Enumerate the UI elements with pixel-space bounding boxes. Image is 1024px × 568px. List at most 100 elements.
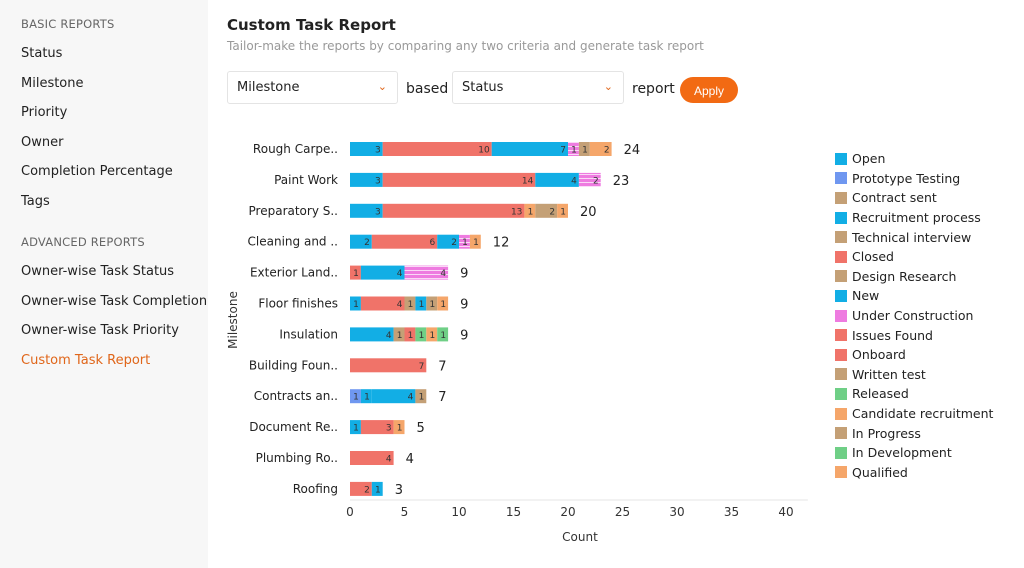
legend-swatch <box>835 387 847 400</box>
segment-label: 1 <box>582 146 588 156</box>
category-label: Insulation <box>279 327 338 341</box>
legend-item[interactable]: Open <box>835 149 993 169</box>
legend-label: Open <box>852 151 886 167</box>
bar-segment-under-construction <box>404 265 449 280</box>
bar-segment-closed <box>404 327 416 342</box>
segment-label: 1 <box>440 331 446 341</box>
segment-label: 1 <box>397 331 403 341</box>
legend-swatch <box>835 191 847 204</box>
sidebar-item-owner-wise-task-completion[interactable]: Owner-wise Task Completion <box>21 293 208 309</box>
bar-segment-closed <box>382 142 492 156</box>
total-label: 7 <box>438 359 446 374</box>
sidebar-item-milestone[interactable]: Milestone <box>21 75 84 91</box>
legend-swatch <box>835 446 847 459</box>
legend-item[interactable]: Design Research <box>835 267 993 287</box>
legend-item[interactable]: Prototype Testing <box>835 169 993 189</box>
legend-label: Issues Found <box>852 327 933 343</box>
bar-segment-new <box>535 172 579 187</box>
sidebar-item-owner-wise-task-priority[interactable]: Owner-wise Task Priority <box>21 323 179 339</box>
segment-label: 3 <box>375 146 381 156</box>
bar-segment-qualified <box>524 203 536 218</box>
legend-label: New <box>852 288 880 304</box>
bar-segment-prototype-testing <box>350 389 361 404</box>
legend-item[interactable]: Technical interview <box>835 227 993 247</box>
legend-item[interactable]: In Development <box>835 443 993 463</box>
legend-label: Contract sent <box>852 190 937 206</box>
legend-label: Candidate recruitment <box>852 406 994 422</box>
segment-label: 1 <box>375 485 381 495</box>
criteria2-select[interactable]: Status ⌄ <box>452 71 624 104</box>
total-label: 20 <box>580 205 597 220</box>
y-axis-label: Milestone <box>226 291 240 349</box>
chevron-down-icon: ⌄ <box>377 80 387 93</box>
x-tick-label: 40 <box>778 505 793 519</box>
segment-label: 1 <box>408 300 414 310</box>
segment-label: 6 <box>429 238 435 248</box>
sidebar-item-custom-task-report[interactable]: Custom Task Report <box>21 352 151 368</box>
segment-label: 13 <box>511 207 522 217</box>
bar-segment-open <box>371 481 383 496</box>
segment-label: 1 <box>560 207 566 217</box>
bar-segment-candidate-recruitment <box>557 203 568 218</box>
segment-label: 2 <box>451 238 457 248</box>
segment-label: 4 <box>386 455 392 465</box>
legend-item[interactable]: Recruitment process <box>835 208 993 228</box>
legend-item[interactable]: Contract sent <box>835 188 993 208</box>
total-label: 23 <box>613 174 630 189</box>
sidebar-item-owner[interactable]: Owner <box>21 134 64 150</box>
segment-label: 4 <box>397 300 403 310</box>
legend-item[interactable]: Under Construction <box>835 306 993 326</box>
legend-item[interactable]: In Progress <box>835 423 993 443</box>
bar-segment-closed <box>360 420 394 435</box>
category-label: Contracts an.. <box>254 389 338 403</box>
legend-item[interactable]: Onboard <box>835 345 993 365</box>
segment-label: 7 <box>560 146 566 156</box>
sidebar-item-owner-wise-task-status[interactable]: Owner-wise Task Status <box>21 264 175 279</box>
bar-segment-closed <box>382 172 536 187</box>
legend-label: Closed <box>852 249 894 265</box>
bar-segment-qualified <box>469 234 481 249</box>
segment-label: 1 <box>408 331 414 341</box>
sidebar-item-completion-percentage[interactable]: Completion Percentage <box>21 164 173 180</box>
sidebar-item-priority[interactable]: Priority <box>21 105 68 121</box>
legend-item[interactable]: Candidate recruitment <box>835 404 993 424</box>
legend-item[interactable]: Released <box>835 384 993 404</box>
legend-swatch <box>835 231 847 244</box>
segment-label: 1 <box>419 393 425 403</box>
segment-label: 1 <box>462 238 468 248</box>
bar-segment-open <box>350 172 383 187</box>
bar-segment-open <box>350 234 372 249</box>
legend-swatch <box>835 329 847 342</box>
x-tick-label: 35 <box>724 505 739 519</box>
legend-item[interactable]: Closed <box>835 247 993 267</box>
bar-segment-qualified <box>589 142 612 156</box>
bar-segment-in-progress <box>535 203 558 218</box>
bar-segment-closed <box>360 296 405 311</box>
total-label: 9 <box>460 267 468 282</box>
apply-button[interactable]: Apply <box>680 77 738 103</box>
legend-item[interactable]: Issues Found <box>835 325 993 345</box>
x-tick-label: 20 <box>560 505 575 519</box>
legend-item[interactable]: New <box>835 286 993 306</box>
x-tick-label: 30 <box>669 505 684 519</box>
segment-label: 14 <box>522 176 534 186</box>
page-subtitle: Tailor-make the reports by comparing any… <box>227 39 704 53</box>
bar-segment-qualified <box>437 296 449 311</box>
category-label: Building Foun.. <box>249 358 338 372</box>
bar-segment-new <box>415 296 427 311</box>
criteria1-select[interactable]: Milestone ⌄ <box>227 71 398 104</box>
legend-item[interactable]: Qualified <box>835 463 993 483</box>
segment-label: 4 <box>408 393 414 403</box>
page-title: Custom Task Report <box>227 16 396 34</box>
bar-segment-closed <box>350 451 394 465</box>
segment-label: 1 <box>473 238 479 248</box>
legend-swatch <box>835 407 847 420</box>
category-label: Plumbing Ro.. <box>256 451 338 465</box>
sidebar-item-tags[interactable]: Tags <box>21 194 50 209</box>
segment-label: 2 <box>593 176 599 186</box>
sidebar-item-status[interactable]: Status <box>21 46 63 61</box>
bar-segment-new <box>491 142 568 156</box>
legend-swatch <box>835 427 847 440</box>
legend-item[interactable]: Written test <box>835 365 993 385</box>
